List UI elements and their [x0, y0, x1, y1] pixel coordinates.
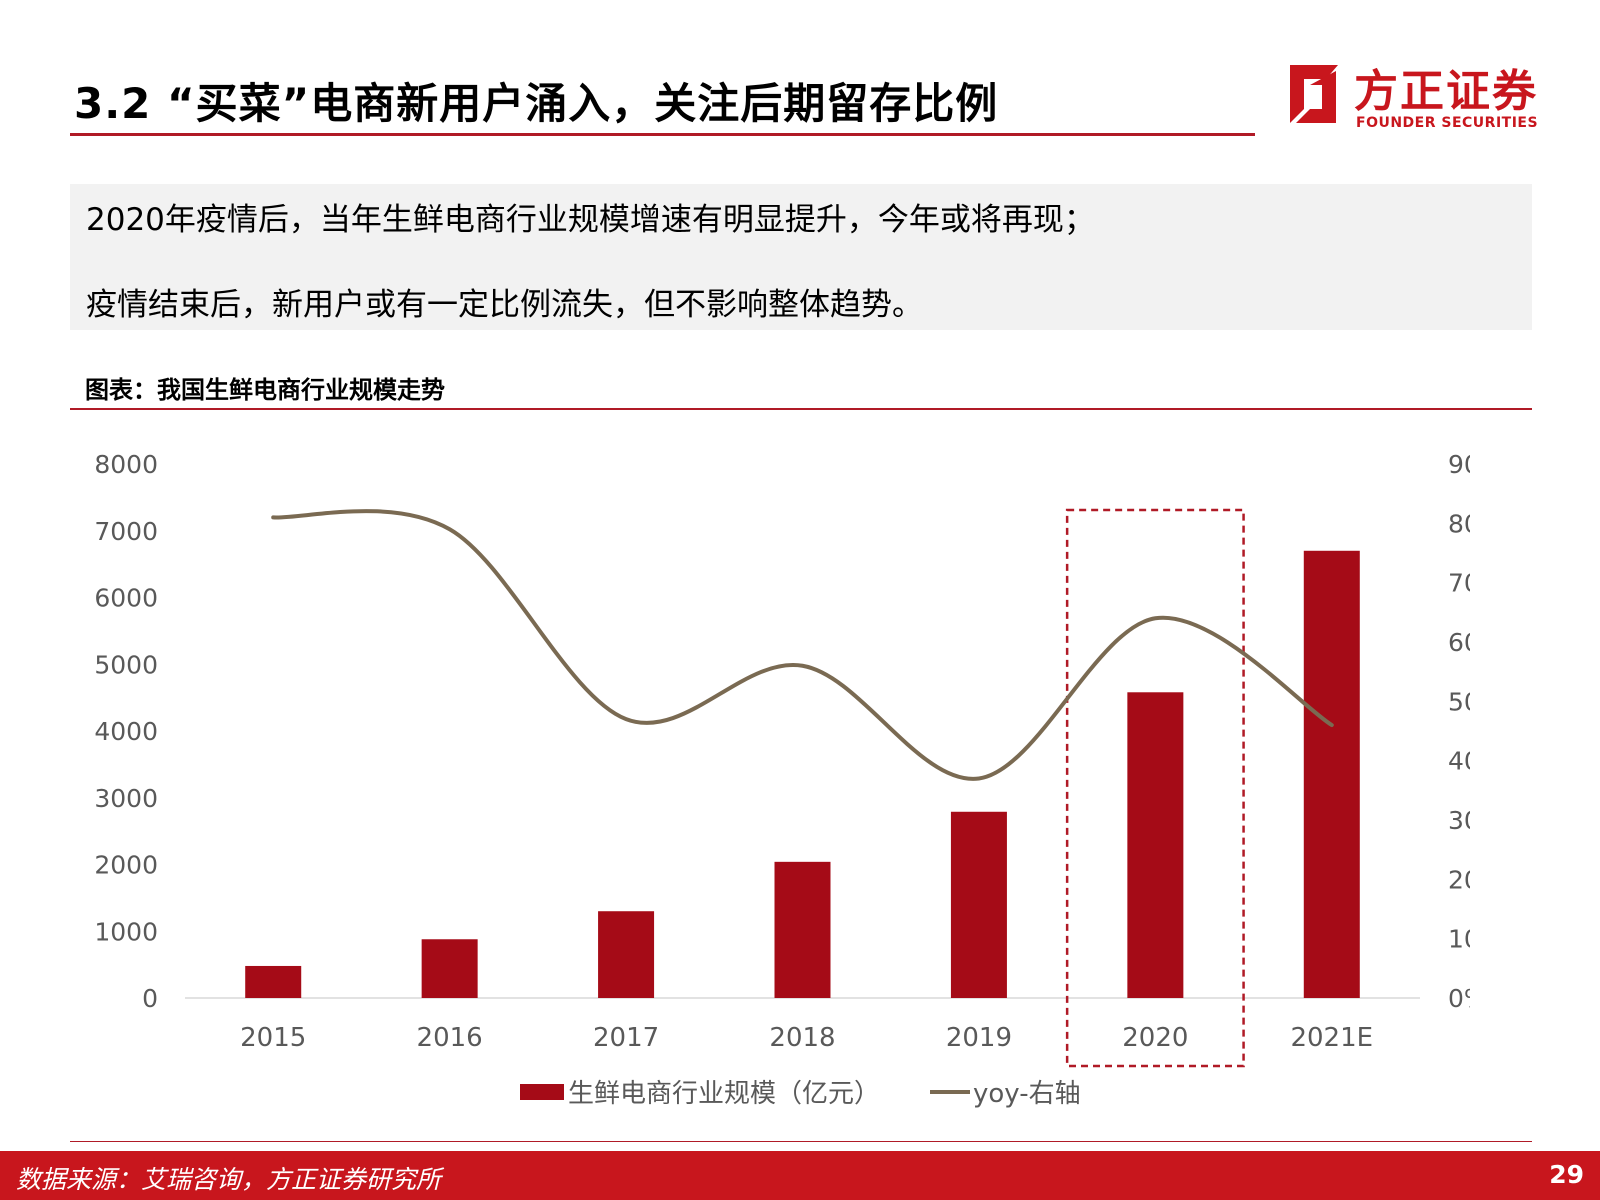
- legend-bar-label: 生鲜电商行业规模（亿元）: [568, 1079, 880, 1109]
- summary-line-2: 疫情结束后，新用户或有一定比例流失，但不影响整体趋势。: [86, 287, 923, 323]
- summary-line-1: 2020年疫情后，当年生鲜电商行业规模增速有明显提升，今年或将再现；: [86, 202, 1095, 238]
- y-right-tick-label: 30%: [1448, 806, 1470, 835]
- x-tick-label: 2020: [1122, 1023, 1188, 1053]
- x-tick-label: 2017: [593, 1023, 659, 1053]
- bar-2021E: [1303, 550, 1360, 998]
- bar-2015: [245, 965, 302, 998]
- y-right-tick-label: 90%: [1448, 450, 1470, 479]
- bar-2017: [598, 911, 655, 998]
- footer-bar: 数据来源：艾瑞咨询，方正证券研究所 29: [0, 1151, 1600, 1200]
- y-right-tick-label: 60%: [1448, 628, 1470, 657]
- page-title: 3.2 “买菜”电商新用户涌入，关注后期留存比例: [74, 79, 999, 128]
- x-tick-label: 2016: [417, 1023, 483, 1053]
- x-tick-label: 2018: [769, 1023, 835, 1053]
- highlight-box-2020: [1065, 508, 1245, 1068]
- logo-text-cn: 方正证券: [1354, 66, 1538, 117]
- y-left-tick-label: 0: [142, 984, 158, 1013]
- y-left-tick-label: 6000: [94, 584, 158, 613]
- caption-divider: [70, 408, 1532, 410]
- y-left-tick-label: 1000: [94, 917, 158, 946]
- legend-line-label: yoy-右轴: [973, 1079, 1081, 1109]
- y-right-tick-label: 20%: [1448, 865, 1470, 894]
- y-right-tick-label: 80%: [1448, 509, 1470, 538]
- y-left-tick-label: 8000: [94, 450, 158, 479]
- footer-divider: [70, 1141, 1532, 1142]
- y-right-tick-label: 50%: [1448, 687, 1470, 716]
- x-tick-label: 2019: [946, 1023, 1012, 1053]
- x-tick-label: 2021E: [1290, 1023, 1373, 1053]
- y-left-tick-label: 3000: [94, 784, 158, 813]
- bar-2020: [1127, 692, 1184, 998]
- title-block: 3.2 “买菜”电商新用户涌入，关注后期留存比例: [70, 60, 1255, 136]
- y-left-tick-label: 5000: [94, 650, 158, 679]
- page-number: 29: [1549, 1160, 1584, 1189]
- company-logo: 方正证券 FOUNDER SECURITIES: [1278, 55, 1548, 135]
- legend-bar-swatch: [520, 1084, 564, 1100]
- x-tick-label: 2015: [240, 1023, 306, 1053]
- founder-logo-icon: [1290, 65, 1338, 123]
- summary-box: 2020年疫情后，当年生鲜电商行业规模增速有明显提升，今年或将再现； 疫情结束后…: [70, 184, 1532, 330]
- y-left-tick-label: 2000: [94, 851, 158, 880]
- y-right-tick-label: 0%: [1448, 984, 1470, 1013]
- logo-text-en: FOUNDER SECURITIES: [1356, 115, 1539, 131]
- bar-2018: [774, 861, 831, 998]
- market-size-chart: 0 1000 2000 3000 4000 5000 6000 7000 8000 0% 10% 20…: [94, 450, 1470, 1109]
- y-left-tick-label: 4000: [94, 717, 158, 746]
- source-note: 数据来源：艾瑞咨询，方正证券研究所: [16, 1165, 442, 1194]
- bar-2019: [950, 811, 1007, 998]
- y-left-tick-label: 7000: [94, 517, 158, 546]
- bar-2016: [421, 939, 478, 998]
- y-right-tick-label: 70%: [1448, 569, 1470, 598]
- chart-caption: 图表：我国生鲜电商行业规模走势: [85, 376, 445, 404]
- y-right-tick-label: 40%: [1448, 747, 1470, 776]
- y-right-tick-label: 10%: [1448, 925, 1470, 954]
